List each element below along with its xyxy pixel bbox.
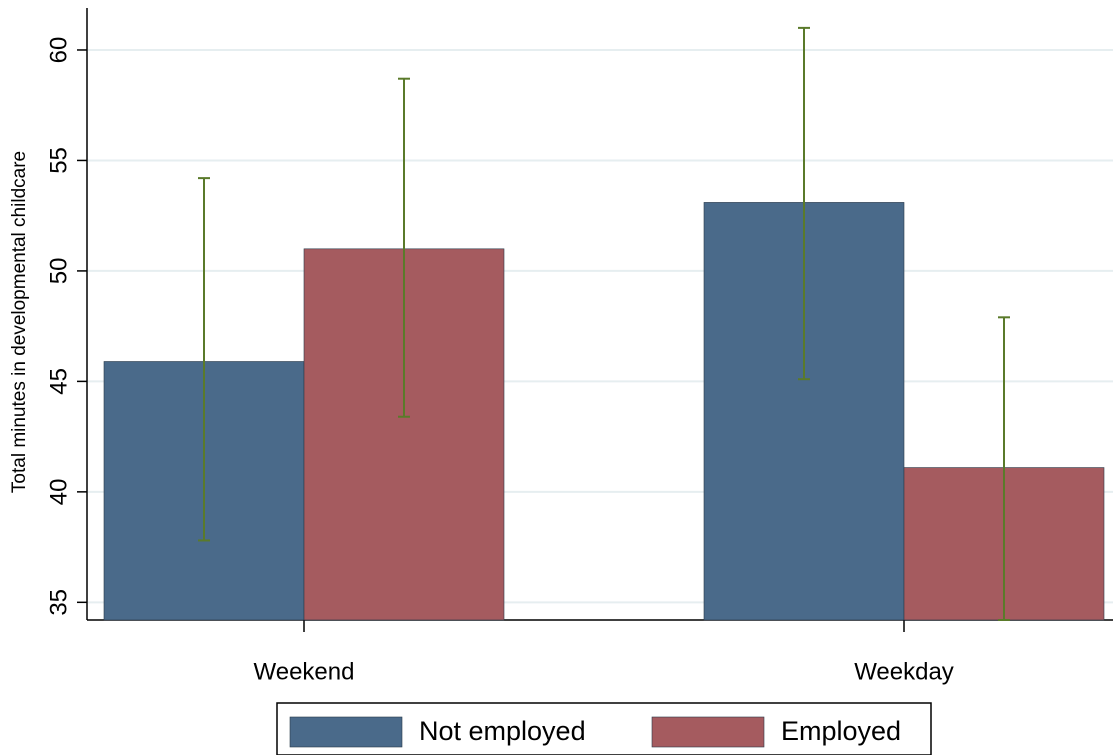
y-tick-label: 45 [45, 368, 72, 395]
x-tick-label: Weekday [854, 658, 954, 685]
y-axis-title: Total minutes in developmental childcare [9, 151, 30, 493]
legend-label: Not employed [419, 716, 586, 746]
legend-swatch [289, 716, 403, 748]
y-tick-label: 35 [45, 589, 72, 616]
x-tick-label: Weekend [254, 658, 355, 685]
y-tick-label: 50 [45, 258, 72, 285]
legend-swatch [651, 716, 765, 748]
y-tick-label: 40 [45, 479, 72, 506]
y-tick-label: 55 [45, 147, 72, 174]
legend-label: Employed [781, 716, 901, 746]
y-tick-label: 60 [45, 37, 72, 64]
